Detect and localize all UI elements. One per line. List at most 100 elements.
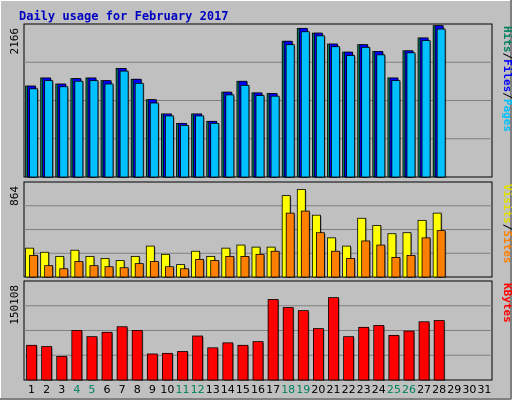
bar-pages-day-11: [180, 125, 189, 178]
day-label: 1: [28, 383, 35, 396]
bar-pages-day-20: [315, 35, 325, 178]
bar-pages-day-2: [44, 80, 54, 178]
day-label: 3: [58, 383, 65, 396]
bar-sites-day-17: [270, 250, 280, 278]
bar-sites-day-8: [134, 263, 144, 278]
bar-pages-day-10: [165, 115, 174, 178]
bar-sites-day-14: [225, 255, 235, 278]
bar-sites-day-1: [29, 254, 38, 278]
legend-slash: /: [501, 92, 512, 99]
day-label: 7: [119, 383, 126, 396]
bar-sites-day-9: [149, 261, 159, 278]
day-label: 25: [387, 383, 401, 396]
legend-kbytes: KBytes: [501, 283, 512, 323]
day-label: 11: [176, 383, 190, 396]
bar-sites-day-5: [89, 265, 99, 278]
bar-pages-day-16: [255, 95, 265, 178]
legend-hits: Hits: [501, 26, 512, 53]
bar-sites-day-15: [240, 255, 250, 278]
bar-sites-day-25: [391, 257, 401, 278]
day-label: 17: [266, 383, 280, 396]
bar-pages-day-14: [225, 94, 235, 178]
bar-sites-day-18: [285, 212, 295, 278]
bar-sites-day-24: [376, 244, 386, 278]
bar-kbytes-day-1: [26, 344, 37, 381]
bar-sites-day-21: [331, 250, 340, 278]
bar-pages-day-26: [406, 52, 416, 178]
day-label: 9: [149, 383, 156, 396]
day-label: 28: [432, 383, 446, 396]
day-label: 16: [251, 383, 265, 396]
bar-kbytes-day-17: [267, 299, 279, 381]
day-label: 5: [88, 383, 95, 396]
day-label: 20: [311, 383, 325, 396]
bar-sites-day-12: [195, 259, 205, 278]
bar-kbytes-day-25: [388, 334, 400, 381]
bar-pages-day-13: [210, 122, 220, 178]
chart-title: Daily usage for February 2017: [19, 9, 229, 23]
panel-visits-sites: 864 Visits/Sites: [8, 181, 512, 278]
bar-kbytes-day-11: [177, 351, 188, 381]
bar-kbytes-day-16: [252, 341, 264, 381]
legend-sites: Sites: [501, 230, 512, 263]
bar-kbytes-day-7: [116, 326, 128, 381]
bar-sites-day-23: [361, 240, 371, 278]
bar-kbytes-day-12: [192, 335, 204, 381]
bar-pages-day-6: [104, 83, 114, 178]
bar-kbytes-day-10: [162, 352, 173, 381]
bar-kbytes-day-22: [343, 336, 354, 381]
bar-pages-day-22: [346, 55, 355, 178]
bar-sites-day-11: [180, 268, 189, 278]
bar-kbytes-day-6: [101, 331, 113, 381]
day-label: 4: [73, 383, 80, 396]
bar-pages-day-4: [74, 80, 84, 178]
bar-sites-day-6: [104, 266, 114, 278]
bar-kbytes-day-19: [297, 310, 309, 381]
day-label: 2: [43, 383, 50, 396]
scale-label: 150108: [8, 285, 21, 325]
bar-kbytes-day-21: [328, 297, 339, 381]
day-label: 18: [281, 383, 295, 396]
day-label: 29: [447, 383, 461, 396]
legend-files: Files: [501, 59, 512, 92]
day-label: 27: [417, 383, 431, 396]
bar-pages-day-3: [59, 86, 69, 178]
bar-pages-day-18: [285, 44, 295, 178]
bar-pages-day-1: [29, 88, 38, 178]
bar-pages-day-9: [149, 102, 159, 178]
bar-sites-day-13: [210, 260, 220, 278]
day-label: 6: [104, 383, 111, 396]
bar-kbytes-day-28: [433, 320, 445, 381]
bar-sites-day-19: [300, 210, 310, 278]
bar-sites-day-4: [74, 261, 84, 278]
bar-kbytes-day-8: [131, 330, 143, 381]
side-legend: KBytes: [501, 283, 512, 323]
legend-pages: Pages: [501, 99, 512, 132]
bar-pages-day-21: [331, 46, 340, 178]
panel-kbytes: 150108 KBytes: [8, 280, 512, 381]
day-label: 24: [372, 383, 386, 396]
bar-kbytes-day-13: [207, 347, 219, 381]
day-label: 30: [462, 383, 476, 396]
bar-pages-day-23: [361, 46, 371, 178]
bar-sites-day-2: [44, 265, 54, 278]
bar-kbytes-day-14: [222, 342, 234, 381]
bar-kbytes-day-23: [358, 326, 370, 381]
bar-pages-day-27: [421, 40, 431, 178]
bar-kbytes-day-18: [282, 307, 294, 381]
day-label: 14: [221, 383, 235, 396]
bar-sites-day-10: [165, 266, 174, 278]
bar-kbytes-day-5: [86, 336, 98, 381]
bar-kbytes-day-24: [373, 325, 385, 381]
bar-sites-day-22: [346, 258, 355, 278]
day-label: 26: [402, 383, 416, 396]
bar-pages-day-25: [391, 80, 401, 178]
bar-pages-day-12: [195, 115, 205, 178]
bar-sites-day-16: [255, 253, 265, 278]
bar-pages-day-7: [119, 70, 129, 178]
legend-visits: Visits: [501, 184, 512, 224]
legend-slash: /: [501, 224, 512, 231]
scale-label: 864: [8, 186, 21, 206]
